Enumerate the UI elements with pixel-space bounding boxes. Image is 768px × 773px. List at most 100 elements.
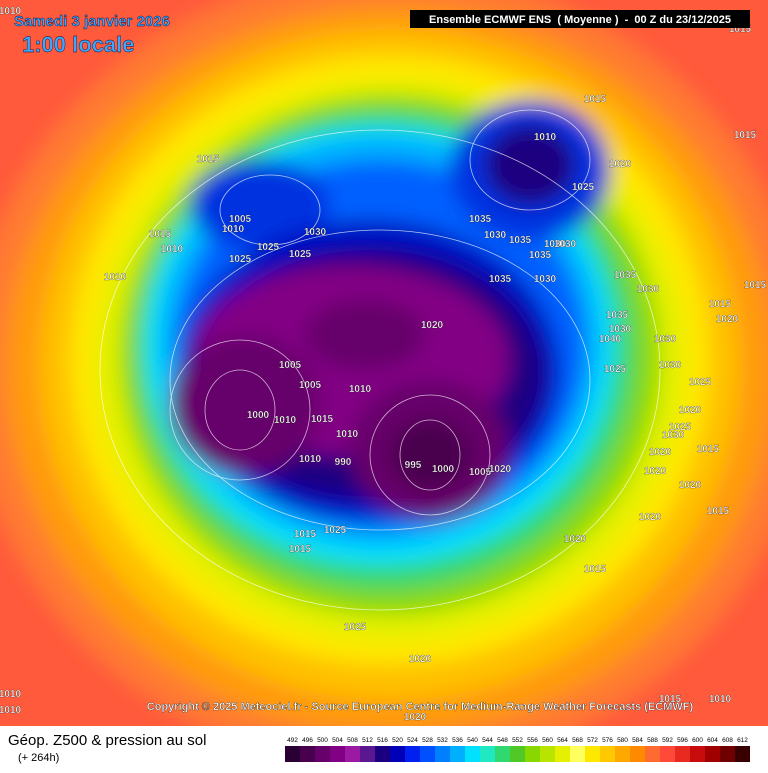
isobar-label: 1005 [279, 360, 302, 371]
isobar-label: 1015 [697, 444, 720, 455]
isobar-label: 1040 [599, 334, 622, 345]
legend-label: 496 [302, 737, 313, 744]
legend-label: 536 [452, 737, 463, 744]
legend-label: 612 [737, 737, 748, 744]
legend-label: 564 [557, 737, 568, 744]
isobar-label: 1030 [304, 227, 327, 238]
legend-label: 592 [662, 737, 673, 744]
legend-swatch [345, 746, 360, 762]
legend-label: 516 [377, 737, 388, 744]
legend-label: 508 [347, 737, 358, 744]
isobar-label: 1015 [659, 694, 682, 705]
legend-swatch [480, 746, 495, 762]
legend-label: 532 [437, 737, 448, 744]
isobar-label: 1025 [324, 525, 347, 536]
isobar-label: 1015 [149, 229, 172, 240]
legend-swatch [705, 746, 720, 762]
legend-swatch [570, 746, 585, 762]
isobar-label: 1025 [572, 182, 595, 193]
isobar-label: 1015 [707, 506, 730, 517]
legend-label: 568 [572, 737, 583, 744]
isobar-label: 1035 [489, 274, 512, 285]
legend-label: 588 [647, 737, 658, 744]
isobars [99, 109, 661, 611]
isobar-label: 1010 [0, 705, 22, 716]
legend-label: 580 [617, 737, 628, 744]
isobar-label: 1025 [229, 254, 252, 265]
legend-swatch [375, 746, 390, 762]
isobar-label: 1015 [734, 130, 757, 141]
isobar-label: 1010 [349, 384, 372, 395]
isobar-label: 1015 [729, 24, 752, 35]
legend-label: 504 [332, 737, 343, 744]
isobar-label: 1010 [299, 454, 322, 465]
isobar-label: 1025 [257, 242, 280, 253]
isobar-label: 1010 [104, 272, 127, 283]
model-box [410, 10, 750, 28]
legend-swatch [495, 746, 510, 762]
legend-swatch [390, 746, 405, 762]
isobar-label: 1010 [222, 224, 245, 235]
isobar-label: 1010 [534, 132, 557, 143]
isobar-label: 990 [335, 457, 352, 468]
isobar-label: 1020 [421, 320, 444, 331]
isobar-label: 1020 [649, 447, 672, 458]
isobar-label: 1020 [679, 480, 702, 491]
isobar-label: 1020 [609, 159, 632, 170]
legend-label: 572 [587, 737, 598, 744]
model-info: Ensemble ECMWF ENS ( Moyenne ) - 00 Z du… [429, 14, 731, 26]
legend-swatch [645, 746, 660, 762]
isobar-label: 1010 [336, 429, 359, 440]
legend-label: 544 [482, 737, 493, 744]
isobar-label: 1025 [344, 622, 367, 633]
legend-swatch [465, 746, 480, 762]
isobar-label: 1035 [529, 250, 552, 261]
isobar-label: 1020 [409, 654, 432, 665]
colorbar: 492 496 500 504 508 512 516 520 524 528 532 536 540 5… [285, 737, 750, 762]
isobar-label: 1020 [564, 534, 587, 545]
legend-label: 560 [542, 737, 553, 744]
isobar-label: 1000 [432, 464, 455, 475]
legend-label: 548 [497, 737, 508, 744]
isobar-label: 1025 [289, 249, 312, 260]
isobar-label: 1030 [609, 324, 632, 335]
legend-swatch [405, 746, 420, 762]
isobar-label: 1015 [584, 94, 607, 105]
legend-label: 528 [422, 737, 433, 744]
isobar-label: 1030 [654, 334, 677, 345]
legend-swatch [555, 746, 570, 762]
legend-swatch [315, 746, 330, 762]
isobar-label: 1035 [469, 214, 492, 225]
isobar-label: 1015 [744, 280, 767, 291]
date: Samedi 3 janvier 2026 [14, 13, 170, 30]
isobar-label: 1015 [289, 544, 312, 555]
legend-swatch [285, 746, 300, 762]
isobar-label: 1020 [644, 466, 667, 477]
legend-subtitle: (+ 264h) [18, 752, 59, 764]
legend-swatch [630, 746, 645, 762]
isobar-label: 1030 [534, 274, 557, 285]
isobar-label: 1015 [197, 154, 220, 165]
legend-swatch [615, 746, 630, 762]
legend-swatch [660, 746, 675, 762]
isobar-label: 1035 [614, 270, 637, 281]
legend-swatch [675, 746, 690, 762]
isobar-label: 1020 [404, 712, 427, 723]
legend-swatch [540, 746, 555, 762]
isobar-label: 1025 [604, 364, 627, 375]
isobar-label: 1000 [247, 410, 270, 421]
legend-title: Géop. Z500 & pression au sol [8, 732, 206, 749]
legend-label: 540 [467, 737, 478, 744]
isobar-label: 1010 [274, 415, 297, 426]
isobar-label: 1030 [544, 239, 567, 250]
isobar-label: 1005 [229, 214, 252, 225]
isobar-label: 1035 [606, 310, 629, 321]
isobar-label: 1015 [584, 564, 607, 575]
legend-label: 604 [707, 737, 718, 744]
isobar-labels: 1010101510151015101510101020101510101005… [0, 6, 767, 723]
legend-swatch [435, 746, 450, 762]
local-time: 1:00 locale [22, 32, 135, 57]
isobar-label: 1015 [709, 299, 732, 310]
legend-swatch [720, 746, 735, 762]
